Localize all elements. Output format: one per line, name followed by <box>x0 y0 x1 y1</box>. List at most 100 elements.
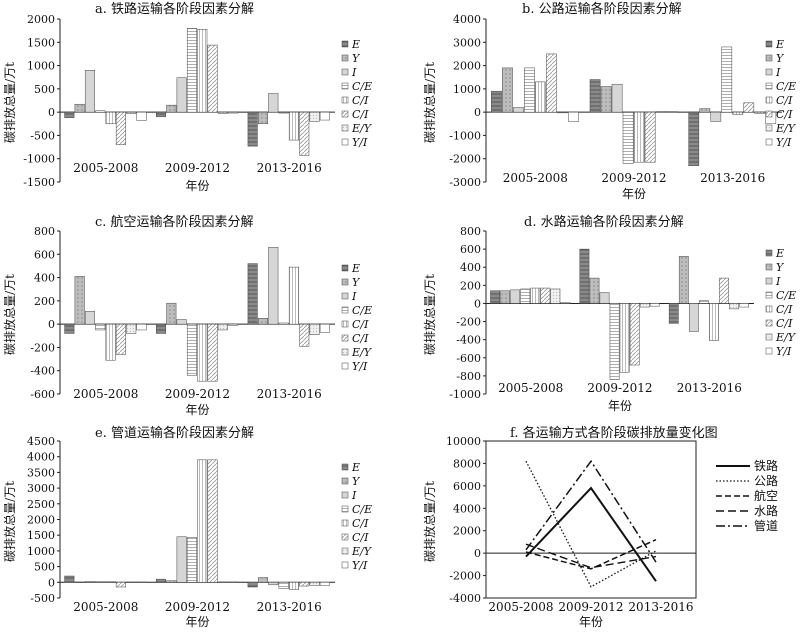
bar-mark <box>688 111 700 166</box>
y-tick-label: 400 <box>460 261 481 274</box>
legend-label: I <box>775 66 781 79</box>
y-tick-label: 6000 <box>453 480 481 493</box>
y-tick-label: 2000 <box>453 525 481 538</box>
bar-mark <box>278 111 289 114</box>
y-tick-label: -200 <box>456 316 481 329</box>
bar-mark <box>633 111 645 163</box>
bar-mark <box>207 459 218 583</box>
x-tick-label: 2005-2008 <box>73 387 138 401</box>
legend-swatch <box>341 306 349 314</box>
bar-mark <box>500 290 511 304</box>
y-tick-label: 800 <box>460 225 481 238</box>
y-tick-label: 3500 <box>27 466 55 479</box>
bar-mark <box>126 323 137 334</box>
bar-mark <box>197 459 208 583</box>
bar-mark <box>622 111 634 164</box>
x-axis-label: 年份 <box>608 399 632 413</box>
legend-label: C/E <box>776 80 796 93</box>
bar-mark <box>288 582 299 590</box>
legend-label: Y <box>352 475 361 488</box>
y-tick-label: -2000 <box>449 153 481 166</box>
bar-mark <box>84 69 95 113</box>
legend-label: C/I <box>352 94 369 107</box>
legend-swatch <box>765 249 773 257</box>
legend-swatch <box>341 138 349 146</box>
bar-mark <box>105 323 116 361</box>
legend-label: I <box>351 290 357 303</box>
bar-mark <box>228 581 239 583</box>
bar-mark <box>136 581 147 583</box>
bar-mark <box>228 323 239 326</box>
y-axis-label: 碳排放总量/万t <box>2 274 17 355</box>
x-tick-label: 2005-2008 <box>503 171 568 185</box>
legend-label: Y/I <box>352 136 368 149</box>
series-line <box>525 460 657 588</box>
bar-mark <box>710 111 722 122</box>
bar-mark <box>754 111 766 114</box>
legend-label: E/Y <box>351 122 373 135</box>
legend-swatch <box>765 291 773 299</box>
bar-mark <box>197 323 208 382</box>
bar-mark <box>176 536 187 583</box>
legend-swatch <box>341 334 349 342</box>
y-tick-label: 2000 <box>27 514 55 527</box>
x-tick-label: 2005-2008 <box>488 600 553 614</box>
bar-mark <box>600 86 612 113</box>
bar-mark <box>95 581 106 583</box>
bar-mark <box>550 288 561 304</box>
bar-mark <box>644 111 656 163</box>
legend-label: E <box>775 38 784 51</box>
bar-mark <box>257 577 268 583</box>
y-tick-label: -3000 <box>449 176 481 189</box>
x-tick-label: 2013-2016 <box>677 381 742 395</box>
legend-label: 水路 <box>754 503 778 518</box>
bar-mark <box>319 582 330 586</box>
bar-mark <box>74 103 85 113</box>
y-axis-label: 碳排放总量/万t <box>2 62 17 143</box>
x-tick-label: 2005-2008 <box>73 600 138 614</box>
y-tick-label: 1000 <box>27 545 55 558</box>
y-tick-label: -1500 <box>23 176 55 189</box>
bar-mark <box>268 93 279 113</box>
x-tick-label: 2009-2012 <box>165 161 230 175</box>
y-axis-label: 碳排放总量/万t <box>422 274 437 355</box>
bar-mark <box>84 311 95 325</box>
legend-swatch <box>765 319 773 327</box>
y-tick-label: -200 <box>30 341 55 354</box>
x-axis-label: 年份 <box>622 187 646 201</box>
bar-mark <box>156 323 167 334</box>
x-axis-label: 年份 <box>579 615 603 629</box>
legend-label: C/E <box>776 289 796 302</box>
bar-mark <box>64 111 75 118</box>
bar-mark <box>95 323 106 331</box>
legend-label: E <box>775 247 784 260</box>
series-line <box>525 543 657 569</box>
bar-mark <box>655 111 667 113</box>
bar-mark <box>649 303 660 307</box>
bar-mark <box>288 111 299 141</box>
x-tick-label: 2013-2016 <box>257 161 322 175</box>
x-tick-label: 2013-2016 <box>628 600 693 614</box>
x-axis-label: 年份 <box>185 179 209 193</box>
bar-mark <box>319 323 330 333</box>
x-tick-label: 2009-2012 <box>587 381 652 395</box>
legend-swatch <box>341 477 349 485</box>
y-tick-label: 4500 <box>27 435 55 448</box>
bar-mark <box>524 67 535 113</box>
bar-mark <box>739 303 749 308</box>
legend-label: E/Y <box>775 122 797 135</box>
y-tick-label: 600 <box>460 243 481 256</box>
plot-frame <box>485 440 697 599</box>
y-axis-label: 碳排放总量/万t <box>422 62 437 143</box>
bar-mark <box>299 582 310 587</box>
legend-swatch <box>341 292 349 300</box>
y-tick-label: -500 <box>30 592 55 605</box>
legend-swatch <box>341 533 349 541</box>
bar-mark <box>197 28 208 113</box>
bar-mark <box>186 28 197 113</box>
legend-swatch <box>765 96 773 104</box>
bar-mark <box>217 111 228 114</box>
chart-title: d. 水路运输各阶段因素分解 <box>524 214 684 230</box>
x-tick-label: 2005-2008 <box>73 161 138 175</box>
